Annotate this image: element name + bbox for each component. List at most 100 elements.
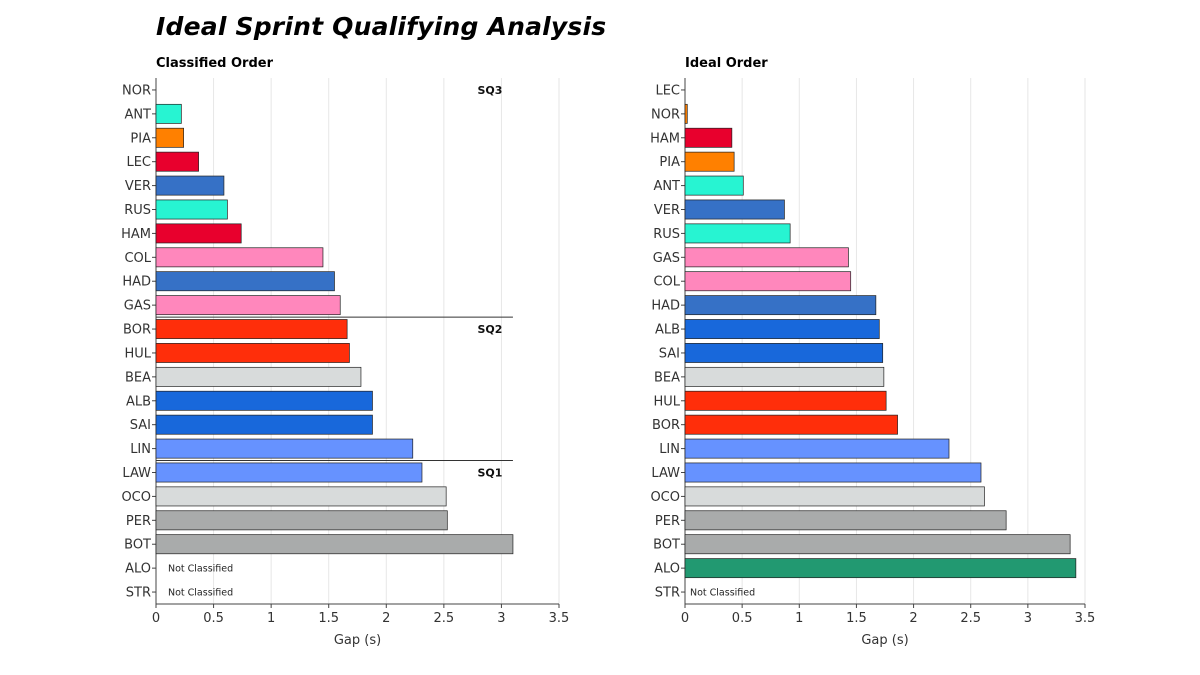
gap-bar: [684, 462, 982, 483]
gap-bar: [684, 558, 1077, 579]
gap-bar: [155, 127, 184, 148]
driver-label: SAI: [659, 346, 680, 361]
gap-bar: [155, 295, 341, 316]
gap-bar: [155, 486, 447, 507]
driver-label: ANT: [653, 179, 680, 194]
gap-bar: [155, 438, 414, 459]
gap-bar: [155, 223, 242, 244]
x-tick-label: 1: [795, 611, 803, 626]
left-chart-title: Classified Order: [156, 56, 273, 71]
driver-label: HAD: [651, 299, 680, 314]
driver-label: COL: [653, 275, 680, 290]
driver-label: ALB: [655, 323, 680, 338]
gap-bar: [684, 414, 898, 435]
driver-label: BEA: [125, 370, 151, 385]
driver-label: PIA: [659, 155, 680, 170]
gap-bar: [155, 175, 225, 196]
driver-label: HAD: [122, 275, 151, 290]
session-label: SQ2: [477, 323, 502, 336]
x-tick-label: 3: [497, 611, 505, 626]
driver-label: RUS: [653, 227, 680, 242]
x-axis-label: Gap (s): [861, 633, 908, 648]
gap-bar: [155, 199, 228, 220]
not-classified-note: Not Classified: [168, 564, 233, 575]
driver-label: PER: [126, 514, 151, 529]
gap-bar: [155, 271, 335, 292]
driver-label: VER: [654, 203, 680, 218]
gap-bar: [155, 319, 348, 339]
gap-bar: [684, 319, 880, 339]
driver-label: HAM: [121, 227, 151, 242]
gap-bar: [684, 271, 852, 292]
x-tick-label: 0.5: [203, 611, 224, 626]
driver-label: ALO: [125, 562, 151, 577]
gap-bar: [684, 438, 950, 459]
driver-label: NOR: [651, 107, 680, 122]
x-tick-label: 3.5: [1075, 611, 1096, 626]
ideal-order-chart: 0 0.5 1 1.5 2 2.5 3 3.5 Gap (s) LEC NOR HAM PIA ANT VE…: [650, 78, 1095, 648]
x-axis-label: Gap (s): [334, 633, 381, 648]
x-tick-label: 2.5: [434, 611, 455, 626]
x-tick-label: 0.5: [732, 611, 753, 626]
driver-label: OCO: [121, 490, 151, 505]
session-label: SQ1: [477, 467, 502, 480]
not-classified-note: Not Classified: [168, 588, 233, 599]
driver-label: LIN: [130, 442, 151, 457]
driver-label: LAW: [122, 466, 151, 481]
driver-label: HUL: [124, 346, 151, 361]
driver-label: HAM: [650, 131, 680, 146]
driver-label: SAI: [130, 418, 151, 433]
gap-bar: [684, 343, 884, 363]
gap-bar: [684, 223, 791, 244]
gap-bar: [155, 247, 324, 268]
driver-label: BOT: [124, 538, 151, 553]
driver-label: BOR: [652, 418, 680, 433]
driver-label: NOR: [122, 83, 151, 98]
driver-label: VER: [125, 179, 151, 194]
driver-label: LEC: [655, 83, 680, 98]
driver-label: LAW: [651, 466, 680, 481]
gap-bar: [684, 127, 733, 148]
driver-label: COL: [124, 251, 151, 266]
gap-bar: [155, 414, 373, 435]
classified-order-chart: 0 0.5 1 1.5 2 2.5 3 3.5 Gap (s) NOR ANT PIA LEC VER RU…: [121, 78, 569, 648]
driver-label: PIA: [130, 131, 151, 146]
gap-bar: [684, 151, 735, 172]
gap-bar: [155, 390, 373, 411]
gap-bar: [155, 462, 423, 483]
gap-bar: [684, 390, 887, 411]
gap-bar: [155, 534, 514, 555]
not-classified-note: Not Classified: [690, 588, 755, 599]
driver-label: PER: [655, 514, 680, 529]
driver-label: LEC: [126, 155, 151, 170]
driver-label: ALB: [126, 394, 151, 409]
driver-label: LIN: [659, 442, 680, 457]
x-tick-label: 3: [1024, 611, 1032, 626]
gap-bar: [684, 295, 877, 316]
gap-bar: [155, 103, 182, 124]
gap-bar: [155, 510, 448, 531]
gap-bar: [684, 199, 785, 220]
driver-label: STR: [126, 586, 151, 601]
x-tick-label: 1: [267, 611, 275, 626]
gap-bar: [684, 175, 744, 196]
driver-label: BEA: [654, 370, 680, 385]
x-tick-label: 2.5: [960, 611, 981, 626]
x-tick-label: 1.5: [318, 611, 339, 626]
x-tick-label: 3.5: [549, 611, 570, 626]
driver-label: ANT: [124, 107, 151, 122]
driver-label: GAS: [653, 251, 680, 266]
gap-bar: [684, 247, 849, 268]
driver-label: OCO: [650, 490, 680, 505]
gap-bar: [684, 486, 985, 507]
gap-bar: [684, 366, 885, 387]
driver-label: BOR: [123, 323, 151, 338]
driver-label: HUL: [653, 394, 680, 409]
x-tick-label: 0: [152, 611, 160, 626]
right-chart-title: Ideal Order: [685, 56, 768, 71]
gap-bar: [684, 510, 1007, 531]
driver-label: BOT: [653, 538, 680, 553]
x-tick-label: 0: [681, 611, 689, 626]
chart-main-title: Ideal Sprint Qualifying Analysis: [156, 12, 607, 41]
